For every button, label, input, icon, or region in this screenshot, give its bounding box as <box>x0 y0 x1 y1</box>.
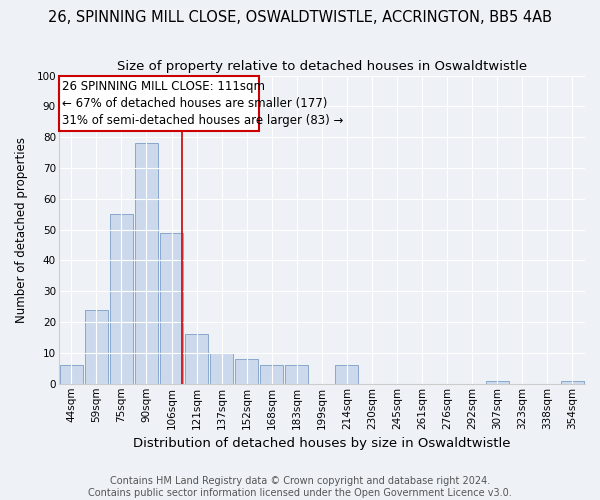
Bar <box>210 353 233 384</box>
X-axis label: Distribution of detached houses by size in Oswaldtwistle: Distribution of detached houses by size … <box>133 437 511 450</box>
Y-axis label: Number of detached properties: Number of detached properties <box>15 136 28 322</box>
Bar <box>561 380 584 384</box>
Bar <box>185 334 208 384</box>
Bar <box>85 310 108 384</box>
Text: 26 SPINNING MILL CLOSE: 111sqm: 26 SPINNING MILL CLOSE: 111sqm <box>62 80 265 93</box>
Bar <box>235 359 258 384</box>
Text: Contains HM Land Registry data © Crown copyright and database right 2024.
Contai: Contains HM Land Registry data © Crown c… <box>88 476 512 498</box>
Text: 26, SPINNING MILL CLOSE, OSWALDTWISTLE, ACCRINGTON, BB5 4AB: 26, SPINNING MILL CLOSE, OSWALDTWISTLE, … <box>48 10 552 25</box>
Bar <box>110 214 133 384</box>
Bar <box>335 366 358 384</box>
Bar <box>135 144 158 384</box>
FancyBboxPatch shape <box>59 76 259 131</box>
Bar <box>160 232 183 384</box>
Bar <box>285 366 308 384</box>
Text: 31% of semi-detached houses are larger (83) →: 31% of semi-detached houses are larger (… <box>62 114 344 127</box>
Bar <box>486 380 509 384</box>
Text: ← 67% of detached houses are smaller (177): ← 67% of detached houses are smaller (17… <box>62 97 328 110</box>
Title: Size of property relative to detached houses in Oswaldtwistle: Size of property relative to detached ho… <box>117 60 527 73</box>
Bar <box>260 366 283 384</box>
Bar <box>60 366 83 384</box>
